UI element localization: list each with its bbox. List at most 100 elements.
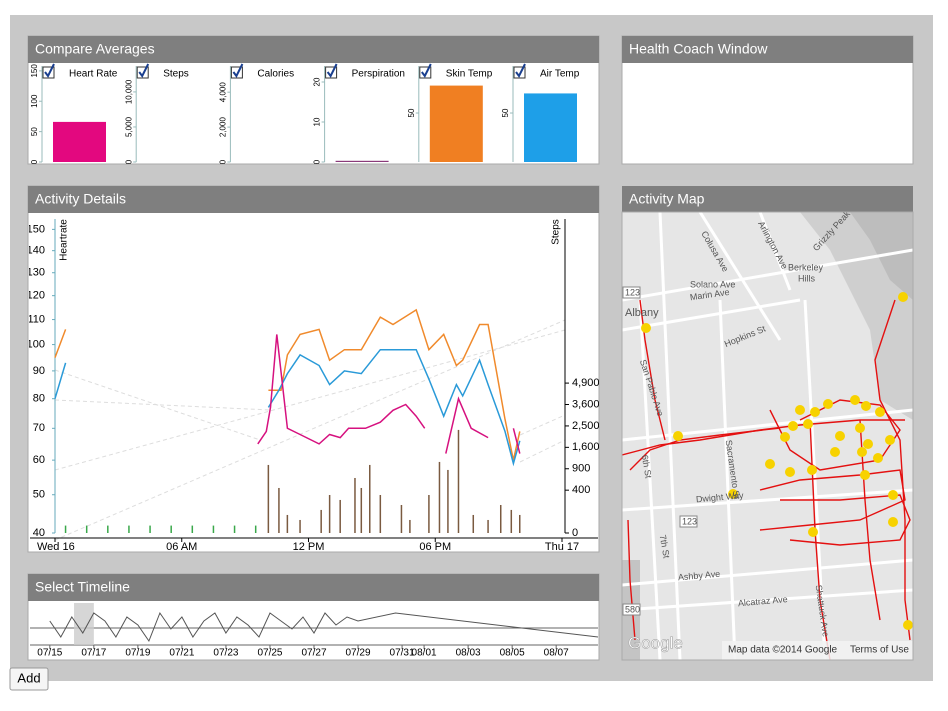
y-tick-label: 70 bbox=[33, 422, 45, 434]
panel-header bbox=[28, 574, 599, 601]
connector bbox=[54, 399, 271, 411]
y-tick-label: 0 bbox=[30, 159, 39, 164]
step-bar bbox=[447, 469, 449, 533]
map-label: Solano Ave bbox=[690, 279, 735, 289]
checkmark[interactable] bbox=[326, 63, 338, 78]
map-logo: Google bbox=[628, 633, 683, 652]
y-tick-label: 0 bbox=[124, 159, 133, 164]
step-bar bbox=[320, 509, 322, 533]
checkmark[interactable] bbox=[421, 63, 432, 78]
bar bbox=[53, 121, 106, 162]
checkbox[interactable] bbox=[325, 66, 338, 79]
y-tick-label: 140 bbox=[27, 245, 45, 257]
y-tick-label: 5,000 bbox=[124, 116, 133, 137]
x-tick-label: 07/15 bbox=[37, 648, 62, 659]
step-bar bbox=[457, 429, 460, 533]
step-bar bbox=[149, 525, 151, 533]
map-label: Berkeley bbox=[788, 262, 824, 272]
brush[interactable] bbox=[74, 603, 94, 645]
checkbox[interactable] bbox=[136, 66, 149, 79]
map-label: 580 bbox=[625, 604, 640, 614]
panel-title: Select Timeline bbox=[35, 579, 130, 595]
checkmark[interactable] bbox=[138, 63, 150, 78]
add-button-label[interactable]: Add bbox=[17, 670, 40, 685]
y2-tick-label: 2,500 bbox=[572, 420, 600, 432]
activity-points bbox=[641, 292, 913, 630]
y-tick-label: 150 bbox=[27, 223, 45, 235]
y-axis-label: Heartrate bbox=[59, 219, 70, 261]
y-tick-label: 20 bbox=[313, 77, 322, 86]
step-bar bbox=[409, 519, 411, 533]
step-bar bbox=[170, 525, 172, 533]
route-shield bbox=[622, 603, 641, 616]
x-tick-label: 08/07 bbox=[544, 648, 569, 659]
checkbox[interactable] bbox=[230, 66, 243, 79]
step-bar bbox=[107, 525, 109, 533]
y2-tick-label: 0 bbox=[572, 527, 578, 539]
checkbox[interactable] bbox=[42, 66, 55, 79]
x-tick-label: 07/19 bbox=[125, 648, 150, 659]
step-bar bbox=[299, 519, 301, 533]
step-bar bbox=[428, 494, 430, 533]
y-tick-label: 50 bbox=[407, 108, 416, 117]
y-tick-label: 40 bbox=[33, 527, 45, 539]
y-tick-label: 0 bbox=[219, 159, 228, 164]
map-label: Dwight Way bbox=[696, 490, 745, 504]
bar bbox=[335, 160, 389, 162]
map-label: Albany bbox=[625, 307, 659, 319]
step-bar bbox=[499, 504, 502, 533]
panel bbox=[27, 185, 600, 553]
step-bar bbox=[339, 499, 341, 533]
panel-title: Health Coach Window bbox=[629, 41, 768, 57]
step-bar bbox=[278, 487, 280, 533]
map-label: 7th St bbox=[658, 534, 672, 559]
step-bar bbox=[85, 525, 88, 533]
map-frame bbox=[621, 211, 914, 661]
map-label: Alcatraz Ave bbox=[738, 594, 789, 608]
y-tick-label: 110 bbox=[27, 313, 45, 325]
step-bar bbox=[328, 494, 331, 533]
label-box: Skin Temp bbox=[446, 69, 493, 80]
label-box: Heart Rate bbox=[69, 69, 118, 80]
x-tick-label: 07/31 bbox=[390, 648, 415, 659]
activity-chart: Heartrate Steps 40 50 60 70 80 90 100 110 120 130 14… bbox=[27, 219, 600, 553]
step-bar bbox=[128, 525, 130, 533]
roads bbox=[622, 212, 913, 660]
add-button[interactable] bbox=[9, 667, 49, 691]
panel-header bbox=[28, 36, 599, 63]
checkmark[interactable] bbox=[232, 63, 244, 78]
x-tick-label: 08/05 bbox=[500, 648, 525, 659]
map-label: Ashby Ave bbox=[678, 569, 721, 583]
checkbox[interactable] bbox=[419, 66, 432, 79]
map-label: 123 bbox=[625, 287, 640, 297]
checkmark[interactable] bbox=[515, 63, 526, 78]
y-tick-label: 50 bbox=[30, 127, 39, 136]
chart-label: Heart Rate bbox=[69, 69, 118, 80]
x-tick-label: 08/03 bbox=[456, 648, 481, 659]
x-tick-label: 07/17 bbox=[81, 648, 106, 659]
step-bar bbox=[379, 494, 382, 533]
label-box: Air Temp bbox=[540, 69, 580, 80]
y2-tick-label: 4,900 bbox=[572, 377, 600, 389]
chart-label: Perspiration bbox=[352, 69, 405, 80]
route-shield bbox=[679, 515, 698, 528]
y-tick-label: 130 bbox=[27, 267, 45, 279]
map-terms[interactable]: Terms of Use bbox=[850, 645, 909, 656]
checkbox[interactable] bbox=[513, 66, 526, 79]
panel-header bbox=[622, 36, 913, 63]
x-tick-label: 08/01 bbox=[412, 648, 437, 659]
panel-title: Activity Map bbox=[629, 191, 705, 207]
route-shield bbox=[622, 286, 641, 299]
map[interactable]: Solano Ave Marin Ave Berkeley Hills Alba… bbox=[622, 194, 913, 660]
panel-header bbox=[622, 186, 913, 213]
x-tick-label: 06 AM bbox=[166, 541, 197, 553]
y2-tick-label: 400 bbox=[572, 484, 590, 496]
y2-axis-label: Steps bbox=[551, 219, 562, 245]
x-tick-label: 06 PM bbox=[419, 541, 451, 553]
y-tick-label: 0 bbox=[313, 159, 322, 164]
step-bar bbox=[438, 461, 441, 533]
checkmark[interactable] bbox=[44, 63, 55, 78]
routes bbox=[622, 299, 911, 660]
connector bbox=[54, 369, 261, 441]
